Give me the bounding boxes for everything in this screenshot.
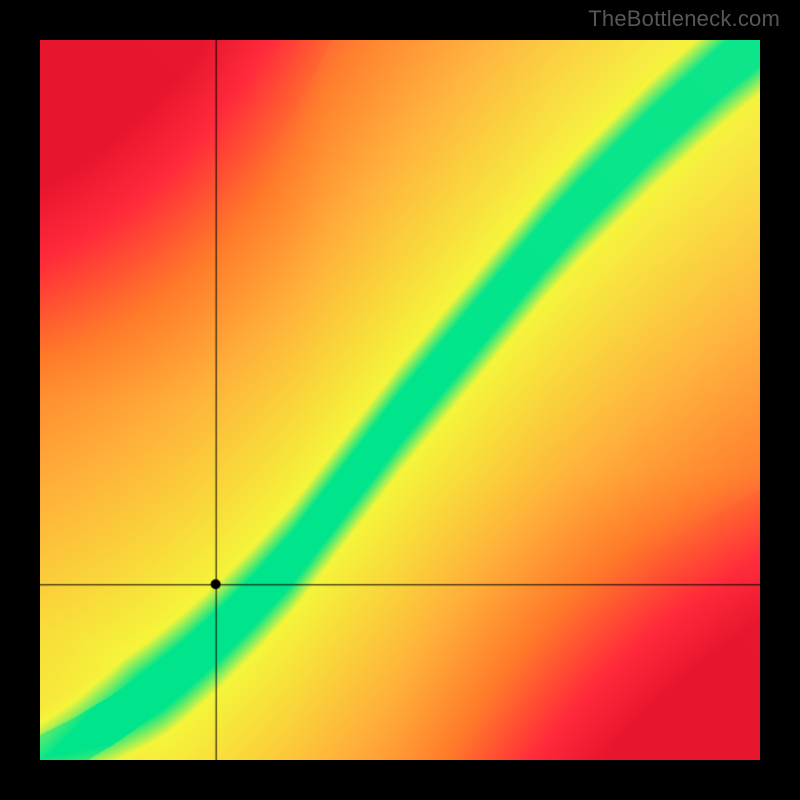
watermark-text: TheBottleneck.com [588, 6, 780, 32]
chart-frame: TheBottleneck.com [0, 0, 800, 800]
heatmap-plot [40, 40, 760, 760]
heatmap-canvas [40, 40, 760, 760]
